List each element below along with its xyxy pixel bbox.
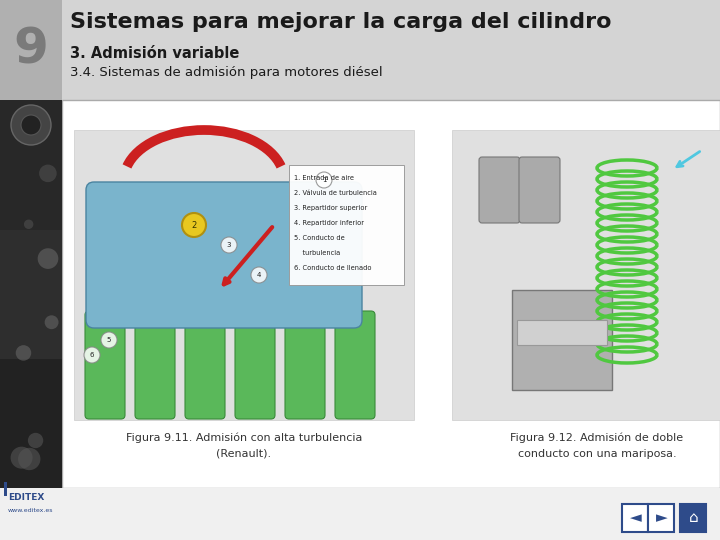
Text: 2: 2 — [192, 220, 197, 230]
Bar — [0, 230, 62, 359]
FancyBboxPatch shape — [235, 311, 275, 419]
Bar — [648, 504, 674, 532]
Bar — [0, 100, 62, 230]
Text: Figura 9.11. Admisión con alta turbulencia: Figura 9.11. Admisión con alta turbulenc… — [126, 433, 362, 443]
FancyBboxPatch shape — [285, 311, 325, 419]
Bar — [62, 100, 720, 488]
Circle shape — [101, 332, 117, 348]
Text: 4: 4 — [257, 272, 261, 278]
Bar — [622, 504, 648, 532]
Bar — [0, 100, 62, 488]
FancyBboxPatch shape — [479, 157, 520, 223]
Circle shape — [35, 180, 51, 195]
Circle shape — [221, 237, 237, 253]
Circle shape — [21, 115, 41, 135]
Text: ⌂: ⌂ — [689, 510, 699, 525]
Circle shape — [316, 172, 332, 188]
Bar — [0, 359, 62, 488]
Text: (Renault).: (Renault). — [217, 449, 271, 459]
Bar — [74, 130, 414, 420]
Text: 6: 6 — [90, 352, 94, 358]
Circle shape — [40, 423, 48, 431]
Circle shape — [45, 472, 55, 482]
Circle shape — [10, 156, 25, 171]
FancyBboxPatch shape — [86, 182, 362, 328]
Text: 4. Repartidor inferior: 4. Repartidor inferior — [294, 220, 364, 226]
Circle shape — [0, 248, 22, 272]
Text: 5. Conducto de: 5. Conducto de — [294, 235, 345, 241]
Bar — [512, 290, 612, 390]
Bar — [0, 488, 720, 540]
Bar — [0, 0, 62, 100]
Text: 3. Repartidor superior: 3. Repartidor superior — [294, 205, 367, 211]
Bar — [517, 320, 607, 345]
Bar — [0, 0, 720, 100]
Circle shape — [182, 213, 206, 237]
Text: www.editex.es: www.editex.es — [8, 508, 53, 512]
Text: ◄: ◄ — [630, 510, 642, 525]
Circle shape — [36, 315, 48, 327]
Text: 2. Válvula de turbulencia: 2. Válvula de turbulencia — [294, 190, 377, 196]
FancyBboxPatch shape — [185, 311, 225, 419]
Text: Figura 9.12. Admisión de doble: Figura 9.12. Admisión de doble — [510, 433, 683, 443]
Text: 3.4. Sistemas de admisión para motores diésel: 3.4. Sistemas de admisión para motores d… — [70, 66, 382, 79]
FancyBboxPatch shape — [135, 311, 175, 419]
Text: 1: 1 — [322, 177, 326, 183]
Circle shape — [38, 411, 49, 422]
Text: 3. Admisión variable: 3. Admisión variable — [70, 46, 239, 61]
Text: 5: 5 — [107, 337, 111, 343]
Bar — [289, 165, 404, 285]
Text: 1. Entrada de aire: 1. Entrada de aire — [294, 175, 354, 181]
Text: turbulencia: turbulencia — [294, 250, 341, 256]
Text: 6. Conducto de llenado: 6. Conducto de llenado — [294, 265, 372, 271]
Circle shape — [20, 152, 42, 174]
FancyBboxPatch shape — [335, 311, 375, 419]
Circle shape — [251, 267, 267, 283]
Text: conducto con una mariposa.: conducto con una mariposa. — [518, 449, 676, 459]
FancyBboxPatch shape — [85, 311, 125, 419]
Text: 3: 3 — [227, 242, 231, 248]
FancyBboxPatch shape — [519, 157, 560, 223]
Circle shape — [84, 347, 100, 363]
Bar — [4, 482, 7, 496]
Bar — [452, 130, 720, 420]
Circle shape — [27, 309, 39, 321]
Bar — [680, 504, 706, 532]
Text: EDITEX: EDITEX — [8, 494, 45, 503]
Circle shape — [11, 105, 51, 145]
Text: Sistemas para mejorar la carga del cilindro: Sistemas para mejorar la carga del cilin… — [70, 12, 611, 32]
Text: ►: ► — [656, 510, 668, 525]
Text: 9: 9 — [14, 26, 48, 74]
